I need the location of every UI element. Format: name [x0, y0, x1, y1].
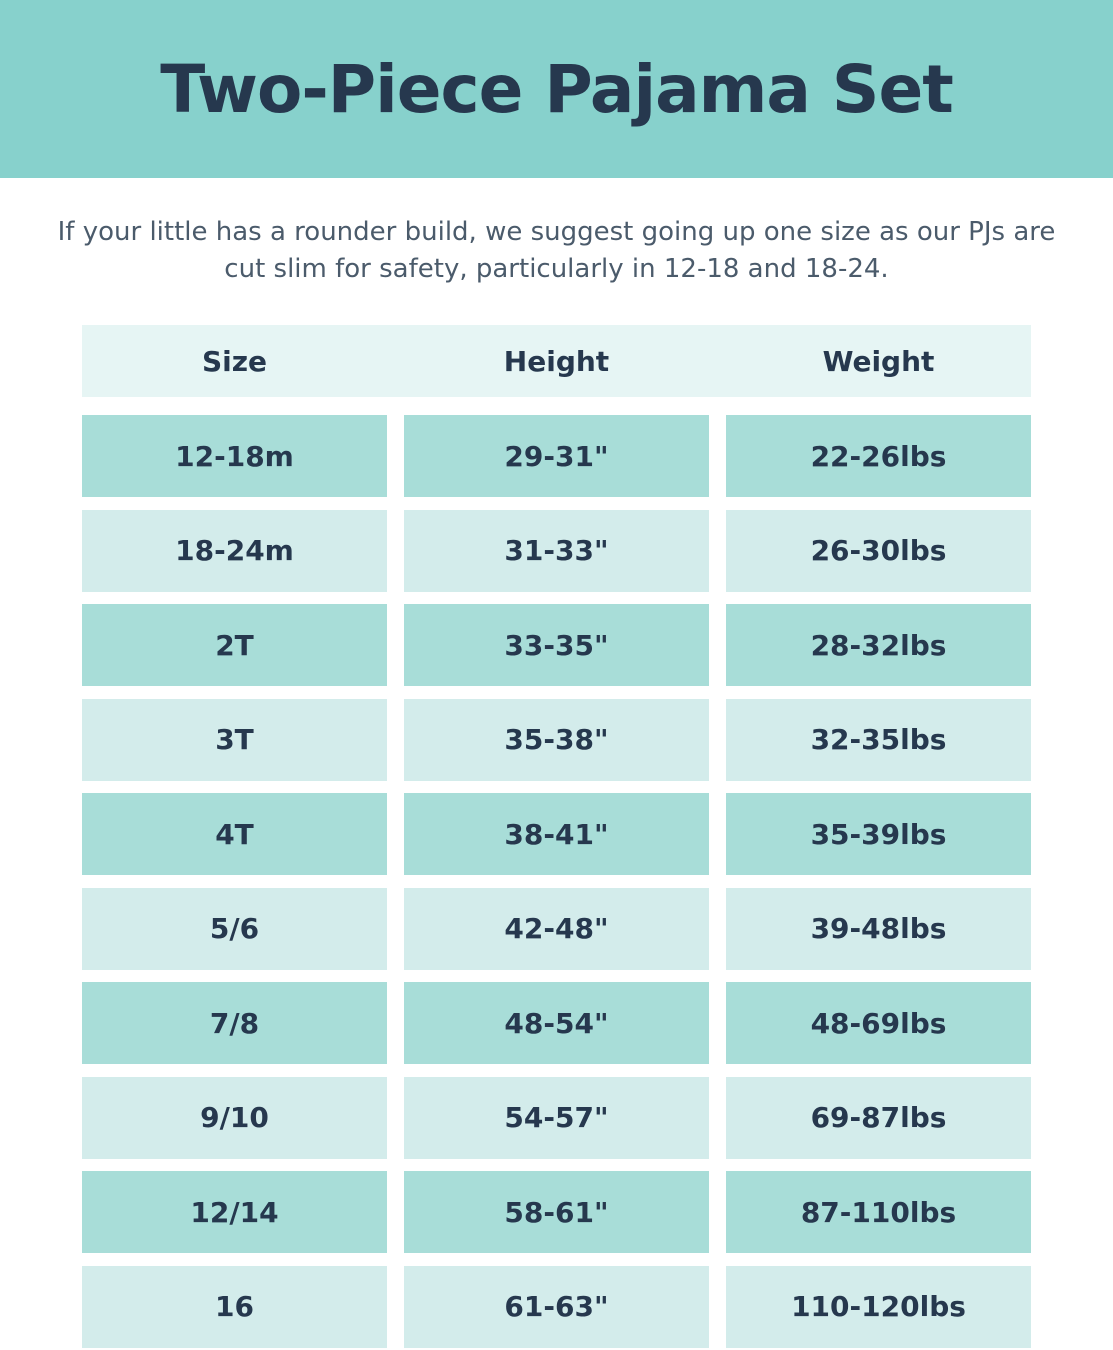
table-cell-height: 48-54" [404, 982, 709, 1064]
table-cell-height: 61-63" [404, 1265, 709, 1348]
table-cell-size: 4T [82, 793, 387, 875]
header-weight: Weight [822, 344, 935, 378]
table-cell-weight: 87-110lbs [726, 1171, 1031, 1253]
header-height: Height [503, 344, 610, 378]
title-banner: Two-Piece Pajama Set [0, 0, 1113, 178]
intro-text: If your little has a rounder build, we s… [57, 217, 1056, 284]
table-cell-weight: 22-26lbs [726, 415, 1031, 497]
table-cell-size: 18-24m [82, 509, 387, 592]
table-cell-weight: 110-120lbs [726, 1265, 1031, 1348]
table-cell-size: 2T [82, 604, 387, 686]
table-cell-size: 12/14 [82, 1171, 387, 1253]
table-cell-size: 12-18m [82, 415, 387, 497]
table-cell-height: 42-48" [404, 887, 709, 970]
table-cell-height: 58-61" [404, 1171, 709, 1253]
header-size: Size [201, 344, 268, 378]
table-cell-weight: 28-32lbs [726, 604, 1031, 686]
table-cell-weight: 26-30lbs [726, 509, 1031, 592]
table-cell-height: 35-38" [404, 698, 709, 781]
table-cell-weight: 48-69lbs [726, 982, 1031, 1064]
table-cell-size: 16 [82, 1265, 387, 1348]
table-cell-weight: 39-48lbs [726, 887, 1031, 970]
table-cell-size: 7/8 [82, 982, 387, 1064]
table-cell-height: 31-33" [404, 509, 709, 592]
table-cell-weight: 35-39lbs [726, 793, 1031, 875]
table-cell-height: 29-31" [404, 415, 709, 497]
table-cell-height: 54-57" [404, 1076, 709, 1159]
table-cell-height: 33-35" [404, 604, 709, 686]
table-cell-size: 9/10 [82, 1076, 387, 1159]
table-cell-height: 38-41" [404, 793, 709, 875]
page-title: Two-Piece Pajama Set [160, 50, 954, 128]
table-cell-weight: 69-87lbs [726, 1076, 1031, 1159]
table-header: Size Height Weight [82, 325, 1031, 397]
table-cell-size: 3T [82, 698, 387, 781]
table-cell-weight: 32-35lbs [726, 698, 1031, 781]
table-cell-size: 5/6 [82, 887, 387, 970]
